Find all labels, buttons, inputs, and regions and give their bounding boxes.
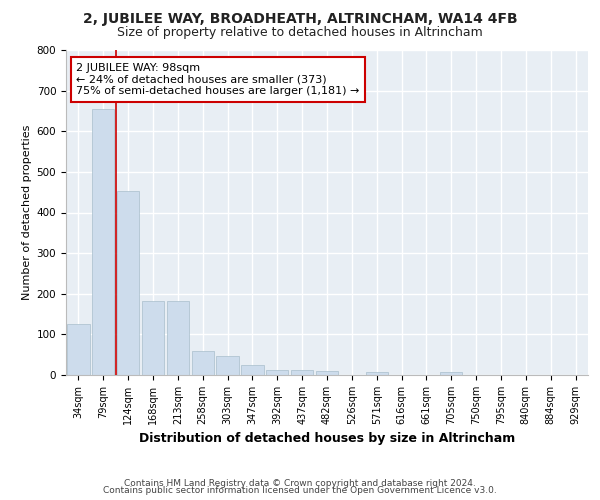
Bar — [241, 365, 263, 375]
Bar — [316, 371, 338, 375]
Y-axis label: Number of detached properties: Number of detached properties — [22, 125, 32, 300]
Bar — [92, 109, 115, 375]
Text: 2 JUBILEE WAY: 98sqm
← 24% of detached houses are smaller (373)
75% of semi-deta: 2 JUBILEE WAY: 98sqm ← 24% of detached h… — [76, 63, 360, 96]
Bar — [291, 370, 313, 375]
Bar — [191, 350, 214, 375]
Bar — [365, 372, 388, 375]
Text: Contains public sector information licensed under the Open Government Licence v3: Contains public sector information licen… — [103, 486, 497, 495]
Bar — [117, 192, 139, 375]
Bar — [142, 300, 164, 375]
Bar — [217, 356, 239, 375]
Bar — [440, 372, 463, 375]
Bar — [266, 370, 289, 375]
Bar — [67, 324, 89, 375]
Bar — [167, 300, 189, 375]
Text: Contains HM Land Registry data © Crown copyright and database right 2024.: Contains HM Land Registry data © Crown c… — [124, 478, 476, 488]
X-axis label: Distribution of detached houses by size in Altrincham: Distribution of detached houses by size … — [139, 432, 515, 446]
Text: 2, JUBILEE WAY, BROADHEATH, ALTRINCHAM, WA14 4FB: 2, JUBILEE WAY, BROADHEATH, ALTRINCHAM, … — [83, 12, 517, 26]
Text: Size of property relative to detached houses in Altrincham: Size of property relative to detached ho… — [117, 26, 483, 39]
